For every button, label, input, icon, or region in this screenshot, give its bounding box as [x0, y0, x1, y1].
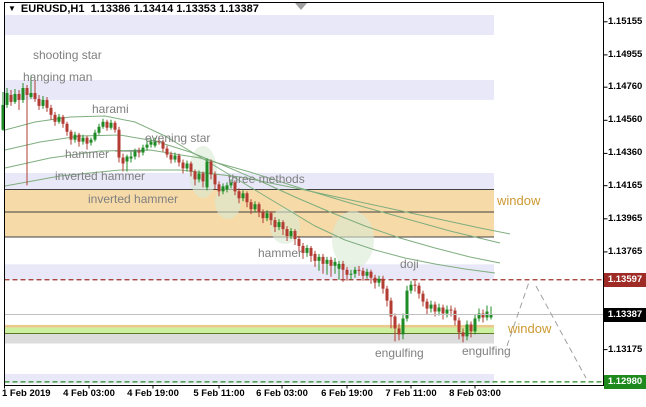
- forecast-dashed-line: [506, 281, 530, 347]
- x-axis-label: 1 Feb 2019: [2, 388, 51, 399]
- y-axis-label: 1.14955: [608, 48, 643, 60]
- price-zone-band: [4, 264, 494, 280]
- x-axis-label: 4 Feb 19:00: [127, 388, 179, 399]
- x-axis-label: 5 Feb 11:00: [193, 388, 245, 399]
- window-label: window: [497, 193, 541, 208]
- price-zone-band: [4, 189, 494, 238]
- pattern-label-engulfing: engulfing: [375, 346, 424, 360]
- pattern-label-inverted-hammer: inverted hammer: [55, 169, 146, 183]
- x-axis-label: 4 Feb 03:00: [63, 388, 115, 399]
- y-axis-label: 1.14760: [608, 81, 643, 93]
- quote-high: 1.13414: [133, 3, 174, 15]
- pattern-label-hammer: hammer: [258, 246, 303, 260]
- y-axis-label: 1.13965: [608, 212, 643, 224]
- ma-fast-line: [4, 115, 496, 274]
- price-zone-band: [4, 327, 494, 334]
- y-axis-label: 1.14165: [608, 179, 643, 191]
- quote-close: 1.13387: [219, 3, 259, 15]
- pattern-label-three-methods: three methods: [228, 172, 305, 186]
- pattern-label-harami: harami: [92, 102, 129, 116]
- pattern-label-engulfing: engulfing: [462, 344, 511, 358]
- pattern-label-inverted-hammer: inverted hammer: [88, 192, 179, 206]
- y-axis-label: 1.14360: [608, 147, 643, 159]
- pattern-highlight-ellipse: [332, 211, 374, 269]
- window-label: window: [508, 321, 552, 336]
- x-axis-label: 7 Feb 11:00: [385, 388, 437, 399]
- price-badge-green: 1.12980: [604, 374, 646, 389]
- price-zone-band: [4, 373, 494, 384]
- chart-header: ▼ EURUSD,H1 1.13386 1.13414 1.13353 1.133…: [8, 3, 259, 15]
- symbol-timeframe: EURUSD,H1: [20, 3, 85, 15]
- pattern-label-hanging-man: hanging man: [23, 70, 93, 84]
- y-axis-label: 1.14560: [608, 114, 643, 126]
- symbol-dropdown-icon[interactable]: ▼: [8, 4, 16, 13]
- price-zone-band: [4, 172, 494, 190]
- price-zone-band: [4, 324, 494, 328]
- quote-low: 1.13353: [176, 3, 217, 15]
- price-zone-band: [4, 14, 494, 36]
- pattern-label-evening-star: evening star: [145, 131, 211, 145]
- ma-slow-line: [4, 149, 501, 244]
- chart-shift-marker-icon[interactable]: [295, 3, 307, 10]
- y-axis-label: 1.15155: [608, 15, 643, 27]
- plot-border: [4, 2, 604, 386]
- x-axis-label: 6 Feb 19:00: [321, 388, 373, 399]
- x-axis-label: 8 Feb 03:00: [449, 388, 501, 399]
- pattern-label-doji: doji: [400, 257, 419, 271]
- y-axis-label: 1.13765: [608, 245, 643, 257]
- pattern-label-hammer: hammer: [65, 147, 110, 161]
- quote-open: 1.13386: [90, 3, 131, 15]
- y-axis-label: 1.13175: [608, 343, 643, 355]
- ma-slowest-line: [4, 169, 511, 235]
- candles[interactable]: [1, 76, 493, 343]
- price-zone-band: [4, 333, 494, 344]
- x-axis-label: 6 Feb 03:00: [256, 388, 308, 399]
- price-zone-band: [4, 80, 494, 100]
- forecast-dashed-line: [535, 285, 587, 379]
- price-badge-black: 1.13387: [604, 307, 646, 322]
- price-badge-red: 1.13597: [604, 272, 646, 287]
- pattern-label-shooting-star: shooting star: [33, 48, 102, 62]
